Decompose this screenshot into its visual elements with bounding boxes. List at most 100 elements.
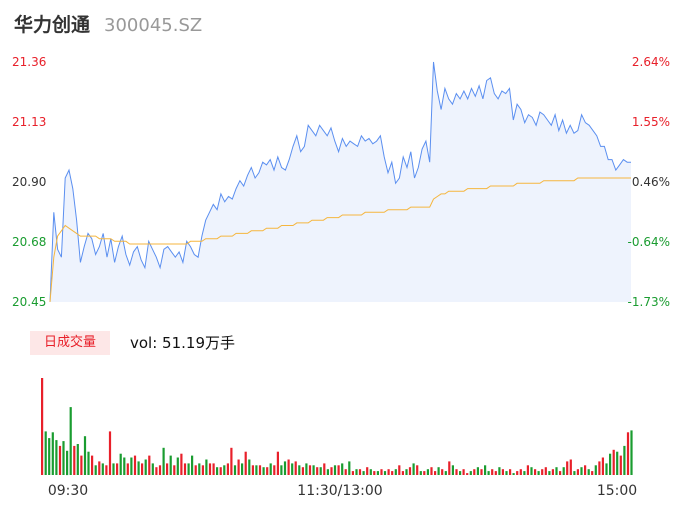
volume-bar: [426, 469, 429, 475]
volume-bar: [401, 471, 404, 475]
volume-bar: [94, 465, 97, 475]
percent-axis-labels: 2.64% 1.55% 0.46% -0.64% -1.73%: [628, 55, 670, 309]
volume-bar: [258, 465, 262, 475]
volume-bar: [462, 469, 465, 475]
volume-bar: [158, 465, 162, 475]
volume-bar: [305, 463, 308, 475]
volume-bar: [287, 459, 290, 475]
percent-tick-label: -0.64%: [628, 235, 670, 249]
volume-bar: [248, 459, 251, 475]
volume-bar: [369, 469, 372, 475]
volume-bar: [230, 447, 233, 475]
volume-bar: [137, 461, 140, 475]
volume-bar: [380, 469, 383, 475]
volume-bar: [58, 445, 62, 475]
percent-tick-label: -1.73%: [628, 295, 670, 309]
volume-bar: [391, 471, 394, 475]
volume-bar: [55, 440, 58, 475]
volume-bar: [476, 467, 479, 475]
volume-bar: [66, 450, 69, 476]
volume-bar: [41, 378, 44, 475]
volume-bar: [201, 465, 204, 475]
average-line: [49, 177, 631, 303]
volume-bar: [348, 461, 351, 475]
volume-bar: [619, 455, 622, 475]
volume-bar: [419, 471, 422, 475]
volume-bar: [191, 455, 194, 475]
volume-bar: [155, 467, 158, 475]
volume-bar: [180, 453, 183, 475]
volume-bar: [183, 463, 187, 475]
stock-name: 华力创通: [14, 14, 91, 36]
volume-bar: [434, 471, 437, 475]
volume-bar: [294, 461, 297, 475]
volume-bar: [241, 463, 244, 475]
volume-bar: [341, 463, 344, 475]
volume-bar: [344, 469, 347, 475]
volume-bar: [330, 467, 333, 475]
volume-bar: [544, 467, 547, 475]
volume-bar: [198, 463, 201, 475]
volume-bar: [323, 463, 326, 475]
volume-bar: [130, 457, 133, 475]
volume-bar: [423, 471, 426, 475]
volume-bar: [187, 463, 190, 475]
volume-bar: [376, 471, 379, 475]
volume-badge: 日成交量: [30, 331, 110, 355]
volume-bar: [441, 469, 444, 475]
volume-bar: [469, 471, 472, 475]
volume-bar: [298, 465, 301, 475]
price-area: [49, 61, 631, 303]
volume-bar: [562, 467, 565, 475]
volume-bar: [316, 467, 319, 475]
volume-bar: [123, 457, 126, 475]
volume-bar: [537, 471, 540, 475]
volume-bar: [105, 465, 108, 475]
volume-bar: [133, 455, 137, 475]
volume-bar: [255, 465, 258, 475]
volume-bar: [226, 463, 229, 475]
volume-bar: [176, 457, 179, 475]
volume-bar: [616, 451, 619, 475]
volume-bar: [630, 430, 633, 475]
volume-bar: [119, 453, 122, 475]
volume-bar: [541, 469, 544, 475]
price-tick-label: 20.68: [12, 235, 46, 249]
volume-bar: [44, 431, 47, 475]
volume-bar: [223, 465, 226, 475]
volume-bar: [148, 455, 151, 475]
volume-bar: [126, 463, 129, 475]
volume-bar: [459, 471, 462, 475]
volume-bar: [455, 469, 458, 475]
volume-bar: [573, 471, 576, 475]
volume-bar: [312, 465, 315, 475]
percent-tick-label: 1.55%: [632, 115, 670, 129]
volume-bar: [501, 469, 504, 475]
volume-bar: [91, 455, 94, 475]
volume-bar: [405, 469, 408, 475]
volume-bar: [451, 465, 454, 475]
volume-bar: [598, 461, 601, 475]
volume-bar: [387, 469, 390, 475]
volume-bar: [412, 463, 415, 475]
price-tick-label: 20.90: [12, 175, 46, 189]
volume-bar: [494, 471, 497, 475]
volume-bar: [108, 431, 112, 475]
volume-bar: [233, 465, 237, 475]
time-tick-label: 09:30: [48, 483, 88, 499]
volume-bar: [144, 459, 147, 475]
volume-bar: [69, 407, 72, 475]
volume-bar: [87, 451, 90, 475]
volume-bar: [333, 465, 337, 475]
volume-bar: [576, 469, 579, 475]
volume-bar: [591, 471, 594, 475]
volume-bar: [519, 469, 522, 475]
volume-bar: [526, 465, 529, 475]
volume-bar: [169, 455, 172, 475]
price-axis-labels: 21.36 21.13 20.90 20.68 20.45: [12, 55, 46, 309]
volume-bar: [437, 467, 440, 475]
volume-bar: [566, 461, 569, 475]
volume-label: vol: 51.19万手: [130, 334, 235, 352]
volume-bar: [362, 471, 365, 475]
volume-bar: [244, 451, 247, 475]
